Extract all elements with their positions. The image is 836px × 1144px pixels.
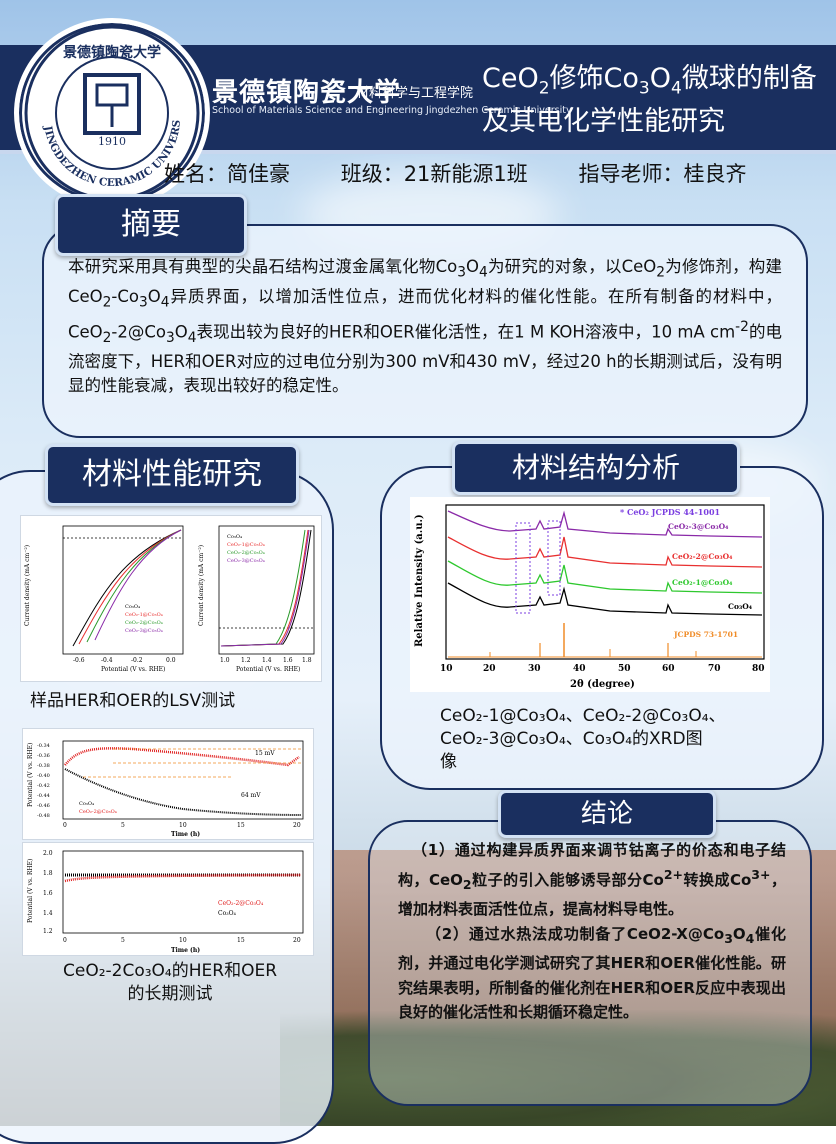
svg-text:Co₃O₄: Co₃O₄ [79, 801, 94, 807]
svg-text:20: 20 [483, 664, 496, 674]
svg-text:CeO₂-2@Co₃O₄: CeO₂-2@Co₃O₄ [672, 552, 733, 561]
author-line: 姓名：简佳豪 班级：21新能源1班 指导老师：桂良齐 [164, 162, 747, 186]
school-name: 材料科学与工程学院 [356, 86, 474, 101]
svg-text:CeO₂-3@Co₃O₄: CeO₂-3@Co₃O₄ [125, 627, 163, 634]
svg-text:CeO₂-1@Co₃O₄: CeO₂-1@Co₃O₄ [227, 541, 265, 548]
abstract-panel [42, 224, 808, 438]
conclusion-text: （1）通过构建异质界面来调节钴离子的价态和电子结构，CeO2粒子的引入能够诱导部… [398, 841, 786, 1021]
svg-text:5: 5 [121, 937, 125, 944]
xrd-figure: Relative Intensity (a.u.) 10 20 30 40 50… [410, 497, 770, 692]
svg-text:64 mV: 64 mV [241, 792, 261, 799]
svg-text:2.0: 2.0 [43, 850, 53, 857]
conclusion-heading: 结论 [498, 790, 716, 838]
svg-text:CeO₂-2@Co₃O₄: CeO₂-2@Co₃O₄ [218, 900, 264, 907]
svg-text:Co₃O₄: Co₃O₄ [728, 602, 753, 611]
svg-text:Potential (V vs. RHE): Potential (V vs. RHE) [101, 666, 165, 673]
svg-text:40: 40 [573, 664, 586, 674]
svg-text:70: 70 [708, 664, 721, 674]
abstract-heading: 摘要 [55, 194, 247, 256]
svg-text:15: 15 [237, 822, 245, 829]
school-name-english: School of Materials Science and Engineer… [212, 105, 572, 116]
svg-text:CeO₂-1@Co₃O₄: CeO₂-1@Co₃O₄ [125, 611, 163, 618]
svg-text:CeO₂-2@Co₃O₄: CeO₂-2@Co₃O₄ [227, 549, 265, 556]
conclusion-panel [368, 820, 812, 1106]
svg-text:15 mV: 15 mV [255, 750, 275, 757]
university-name: 景德镇陶瓷大学 [212, 78, 402, 108]
svg-text:1.4: 1.4 [262, 657, 272, 664]
svg-text:CeO₂-3@Co₃O₄: CeO₂-3@Co₃O₄ [227, 557, 265, 564]
svg-text:-0.36: -0.36 [37, 753, 50, 759]
svg-text:2θ (degree): 2θ (degree) [570, 679, 635, 690]
svg-text:JCPDS 73-1701: JCPDS 73-1701 [673, 630, 738, 639]
svg-text:-0.2: -0.2 [131, 657, 143, 664]
oer-stability-figure: Potential (V vs. RHE) 2.0 1.8 1.6 1.4 1.… [22, 842, 314, 956]
svg-text:* CeO₂ JCPDS 44-1001: * CeO₂ JCPDS 44-1001 [620, 507, 720, 517]
svg-text:20: 20 [293, 822, 301, 829]
svg-text:Time (h): Time (h) [171, 831, 200, 838]
svg-text:0: 0 [63, 937, 67, 944]
structure-heading: 材料结构分析 [452, 441, 740, 495]
her-stability-figure: Potential (V vs. RHE) -0.34 -0.36 -0.38 … [22, 728, 314, 840]
stability-caption: CeO₂-2Co₃O₄的HER和OER 的长期测试 [62, 961, 278, 1004]
svg-text:0: 0 [63, 822, 67, 829]
svg-text:10: 10 [179, 822, 187, 829]
svg-text:60: 60 [662, 664, 675, 674]
svg-text:Co₃O₄: Co₃O₄ [227, 534, 242, 540]
svg-text:-0.46: -0.46 [37, 803, 50, 809]
svg-text:-0.48: -0.48 [37, 813, 50, 819]
lsv-caption: 样品HER和OER的LSV测试 [30, 691, 236, 711]
svg-text:50: 50 [618, 664, 631, 674]
svg-text:-0.34: -0.34 [37, 743, 50, 749]
svg-text:CeO₂-1@Co₃O₄: CeO₂-1@Co₃O₄ [672, 578, 733, 587]
svg-text:Potential (V vs. RHE): Potential (V vs. RHE) [236, 666, 300, 673]
abstract-text: 本研究采用具有典型的尖晶石结构过渡金属氧化物Co3O4为研究的对象，以CeO2为… [68, 257, 782, 396]
svg-text:-0.40: -0.40 [37, 773, 50, 779]
header-divider [0, 150, 836, 154]
svg-text:-0.44: -0.44 [37, 793, 50, 799]
svg-text:CeO₂-3@Co₃O₄: CeO₂-3@Co₃O₄ [668, 522, 729, 531]
logo-top-text: 景德镇陶瓷大学 [63, 44, 161, 61]
svg-text:20: 20 [293, 937, 301, 944]
svg-text:-0.4: -0.4 [101, 657, 113, 664]
her-lsv-plot: Current density (mA cm⁻²) Potential (V v… [24, 525, 184, 673]
svg-text:Potential (V vs. RHE): Potential (V vs. RHE) [27, 859, 34, 923]
svg-text:5: 5 [121, 822, 125, 829]
svg-text:Time (h): Time (h) [171, 947, 200, 954]
svg-text:10: 10 [440, 664, 453, 674]
svg-text:1.0: 1.0 [220, 657, 230, 664]
svg-text:1.2: 1.2 [241, 657, 251, 664]
xrd-caption: CeO₂-1@Co₃O₄、CeO₂-2@Co₃O₄、 CeO₂-3@Co₃O₄、… [440, 706, 726, 772]
performance-heading: 材料性能研究 [45, 444, 299, 506]
svg-text:80: 80 [752, 664, 765, 674]
svg-text:1.2: 1.2 [43, 928, 53, 935]
svg-text:30: 30 [528, 664, 541, 674]
svg-text:Current density (mA cm⁻²): Current density (mA cm⁻²) [198, 545, 205, 626]
poster-title: CeO2修饰Co3O4微球的制备及其电化学性能研究 [482, 63, 817, 138]
logo-year: 1910 [98, 135, 126, 148]
svg-text:Relative Intensity (a.u.): Relative Intensity (a.u.) [414, 514, 425, 647]
svg-text:0.0: 0.0 [166, 657, 176, 664]
svg-text:Current density (mA cm⁻²): Current density (mA cm⁻²) [24, 545, 31, 626]
svg-text:1.8: 1.8 [43, 870, 53, 877]
svg-text:CeO₂-2@Co₃O₄: CeO₂-2@Co₃O₄ [125, 619, 163, 626]
svg-text:Co₃O₄: Co₃O₄ [218, 910, 237, 917]
lsv-figure: Current density (mA cm⁻²) Potential (V v… [20, 515, 322, 682]
svg-text:Co₃O₄: Co₃O₄ [125, 604, 140, 610]
svg-text:1.6: 1.6 [283, 657, 293, 664]
svg-text:1.8: 1.8 [302, 657, 312, 664]
university-logo: JINGDEZHEN CERAMIC UNIVERSITY 景德镇陶瓷大学 19… [14, 18, 210, 208]
svg-text:-0.38: -0.38 [37, 763, 50, 769]
svg-text:1.4: 1.4 [43, 910, 53, 917]
svg-text:1.6: 1.6 [43, 890, 53, 897]
svg-text:CeO₂-2@Co₃O₄: CeO₂-2@Co₃O₄ [79, 808, 117, 815]
svg-text:-0.6: -0.6 [73, 657, 85, 664]
svg-text:Potential (V vs. RHE): Potential (V vs. RHE) [27, 743, 34, 807]
svg-text:15: 15 [237, 937, 245, 944]
svg-text:10: 10 [179, 937, 187, 944]
oer-lsv-plot: Current density (mA cm⁻²) Potential (V v… [198, 525, 315, 673]
svg-text:-0.42: -0.42 [37, 783, 50, 789]
